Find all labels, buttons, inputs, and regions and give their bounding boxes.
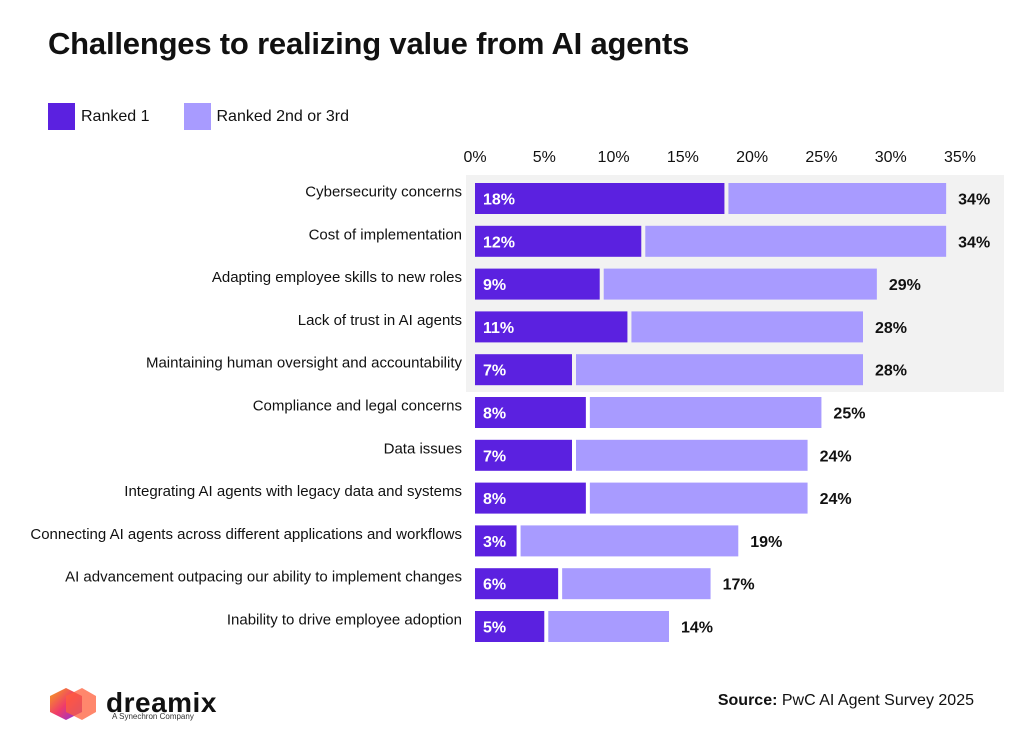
legend-label-ranked-2-3: Ranked 2nd or 3rd	[216, 107, 350, 125]
bar-ranked-2-3	[562, 568, 711, 600]
bar-ranked-2-3	[589, 397, 822, 428]
x-tick-label-5: 5%	[533, 149, 556, 166]
bar-ranked-1	[475, 611, 545, 642]
x-tick-label-30: 30%	[875, 149, 907, 166]
bar-ranked-1	[475, 482, 586, 514]
total-label: 29%	[889, 277, 921, 294]
dreamix-logo: dreamix	[48, 686, 217, 720]
bar-ranked-2-3	[631, 311, 863, 343]
bar-ranked-1	[475, 439, 572, 471]
x-tick-label-35: 35%	[944, 149, 976, 166]
legend: Ranked 1 Ranked 2nd or 3rd	[48, 103, 383, 130]
bar-label-ranked-1: 12%	[483, 234, 515, 251]
bar-label-ranked-1: 9%	[483, 277, 506, 294]
x-tick-label-25: 25%	[805, 149, 837, 166]
bar-label-ranked-1: 7%	[483, 363, 506, 380]
x-tick-label-20: 20%	[736, 149, 768, 166]
legend-swatch-ranked-2-3	[183, 103, 211, 130]
total-label: 25%	[833, 406, 865, 423]
category-label: Compliance and legal concerns	[253, 398, 462, 415]
bar-ranked-2-3	[603, 268, 877, 300]
total-label: 28%	[875, 320, 907, 337]
legend-swatch-ranked-1	[48, 103, 75, 130]
total-label: 24%	[820, 448, 852, 465]
bar-label-ranked-1: 3%	[483, 534, 506, 551]
bar-ranked-2-3	[548, 611, 669, 642]
total-label: 14%	[681, 620, 713, 637]
bar-ranked-1	[475, 311, 628, 343]
bar-ranked-2-3	[576, 354, 863, 386]
total-label: 24%	[820, 491, 852, 508]
total-label: 34%	[958, 192, 990, 209]
category-label: Cybersecurity concerns	[305, 184, 462, 201]
bar-ranked-2-3	[728, 183, 947, 214]
bar-label-ranked-1: 8%	[483, 406, 506, 423]
legend-item-ranked-1: Ranked 1	[48, 103, 150, 130]
total-label: 19%	[750, 534, 782, 551]
total-label: 28%	[875, 363, 907, 380]
source-text: PwC AI Agent Survey 2025	[781, 692, 974, 709]
bar-ranked-1	[475, 268, 600, 300]
category-label: Integrating AI agents with legacy data a…	[124, 483, 462, 500]
source-label: Source:	[717, 692, 778, 709]
category-label: Lack of trust in AI agents	[298, 312, 462, 329]
source-note: Source: PwC AI Agent Survey 2025	[718, 692, 974, 710]
bar-label-ranked-1: 11%	[483, 320, 514, 337]
bar-label-ranked-1: 5%	[483, 620, 506, 637]
bar-ranked-1	[475, 183, 725, 214]
bar-ranked-2-3	[645, 225, 947, 257]
x-tick-label-10: 10%	[598, 149, 630, 166]
logo-subtitle: A Synechron Company	[112, 712, 194, 721]
legend-label-ranked-1: Ranked 1	[81, 107, 150, 125]
bar-ranked-2-3	[520, 525, 739, 557]
bar-ranked-1	[475, 354, 572, 386]
legend-item-ranked-2-3: Ranked 2nd or 3rd	[183, 103, 350, 130]
chart-title: Challenges to realizing value from AI ag…	[48, 26, 690, 61]
bar-ranked-1	[475, 525, 517, 557]
category-label: Adapting employee skills to new roles	[212, 269, 462, 286]
category-label: AI advancement outpacing our ability to …	[65, 569, 462, 586]
total-label: 34%	[958, 234, 990, 251]
logo-wordmark: dreamix	[106, 687, 217, 718]
bar-ranked-2-3	[589, 482, 808, 514]
category-label: Cost of implementation	[309, 226, 462, 243]
x-tick-label-15: 15%	[667, 149, 699, 166]
category-label: Inability to drive employee adoption	[227, 612, 462, 629]
bar-label-ranked-1: 8%	[483, 491, 506, 508]
total-label: 17%	[723, 577, 755, 594]
category-label: Maintaining human oversight and accounta…	[146, 355, 463, 372]
bar-ranked-1	[475, 568, 559, 600]
category-label: Connecting AI agents across different ap…	[30, 526, 462, 543]
bar-label-ranked-1: 6%	[483, 577, 506, 594]
bar-label-ranked-1: 18%	[483, 192, 515, 209]
bar-ranked-2-3	[576, 439, 808, 471]
dreamix-logo-icon	[50, 688, 96, 720]
bar-ranked-1	[475, 397, 586, 428]
bar-label-ranked-1: 7%	[483, 448, 506, 465]
category-label: Data issues	[384, 440, 462, 457]
bar-ranked-1	[475, 225, 642, 257]
x-tick-label-0: 0%	[463, 149, 486, 166]
